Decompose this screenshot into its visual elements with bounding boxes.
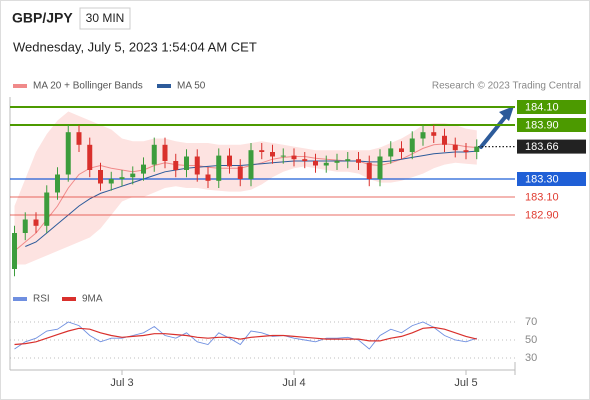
candle-body	[313, 161, 318, 166]
candle-body	[151, 144, 157, 165]
level-label-box	[517, 139, 586, 154]
candle-body	[44, 192, 50, 226]
credit: Research © 2023 Trading Central	[432, 81, 581, 92]
symbol: GBP/JPY	[12, 10, 73, 26]
legend-label: RSI	[33, 294, 50, 305]
candle-body	[409, 138, 415, 152]
candle-body	[442, 135, 447, 145]
interval-box[interactable]	[79, 7, 131, 30]
candle-body	[33, 219, 39, 226]
candle-body	[431, 132, 437, 136]
candle-body	[377, 156, 383, 179]
rsi-line	[14, 326, 477, 346]
candle-body	[399, 148, 404, 152]
forecast-arrow	[479, 114, 508, 149]
interval[interactable]: 30 MIN	[86, 11, 125, 25]
legend-label: MA 20 + Bollinger Bands	[33, 81, 143, 92]
candle-body	[334, 161, 340, 163]
x-tick-label: Jul 5	[454, 377, 477, 389]
y-tick-label: 50	[525, 334, 537, 346]
legend-label: MA 50	[177, 81, 206, 92]
bollinger-band	[14, 111, 477, 265]
candle-body	[130, 173, 136, 178]
candle-body	[227, 155, 232, 167]
candle-body	[270, 152, 275, 157]
level-label: 184.10	[525, 101, 559, 113]
candle-body	[463, 150, 469, 152]
level-label: 182.90	[525, 209, 559, 221]
candle-body	[194, 156, 200, 175]
candle-body	[452, 144, 458, 151]
candle-body	[280, 155, 286, 157]
y-tick-label: 30	[525, 352, 537, 364]
candle-body	[356, 159, 361, 163]
y-tick-label: 70	[525, 316, 537, 328]
candle-body	[345, 159, 351, 161]
candle-body	[366, 162, 372, 179]
candle-body	[237, 166, 243, 179]
candle-body	[87, 144, 93, 170]
candle-body	[205, 174, 211, 181]
candle-body	[98, 170, 103, 184]
candle-body	[22, 219, 28, 233]
level-label: 183.66	[525, 141, 559, 153]
x-tick-label: Jul 4	[282, 377, 305, 389]
candle-body	[65, 132, 71, 175]
candle-body	[76, 132, 82, 145]
candle-body	[12, 233, 17, 269]
candle-body	[173, 161, 179, 170]
candle-body	[216, 155, 222, 181]
candle-body	[119, 177, 125, 179]
level-label-box	[517, 118, 586, 132]
level-label: 183.90	[525, 119, 559, 131]
candle-body	[323, 162, 329, 166]
candle-body	[420, 132, 426, 139]
candle-body	[108, 179, 114, 184]
candle-body	[259, 150, 265, 152]
timestamp: Wednesday, July 5, 2023 1:54:04 AM CET	[13, 39, 257, 54]
candle-body	[388, 148, 394, 157]
candle-body	[162, 144, 168, 161]
level-label-box	[517, 100, 586, 114]
candle-body	[291, 155, 297, 160]
x-tick-label: Jul 3	[110, 377, 133, 389]
level-label: 183.10	[525, 191, 559, 203]
legend-label: 9MA	[82, 294, 103, 305]
candle-body	[248, 150, 254, 179]
candle-body	[141, 164, 146, 174]
candle-body	[184, 156, 189, 170]
candle-body	[55, 174, 60, 193]
candle-body	[302, 159, 308, 161]
candle-body	[474, 146, 480, 152]
level-label: 183.30	[525, 173, 559, 185]
forecast-arrowhead	[499, 106, 514, 121]
level-label-box	[517, 172, 586, 186]
